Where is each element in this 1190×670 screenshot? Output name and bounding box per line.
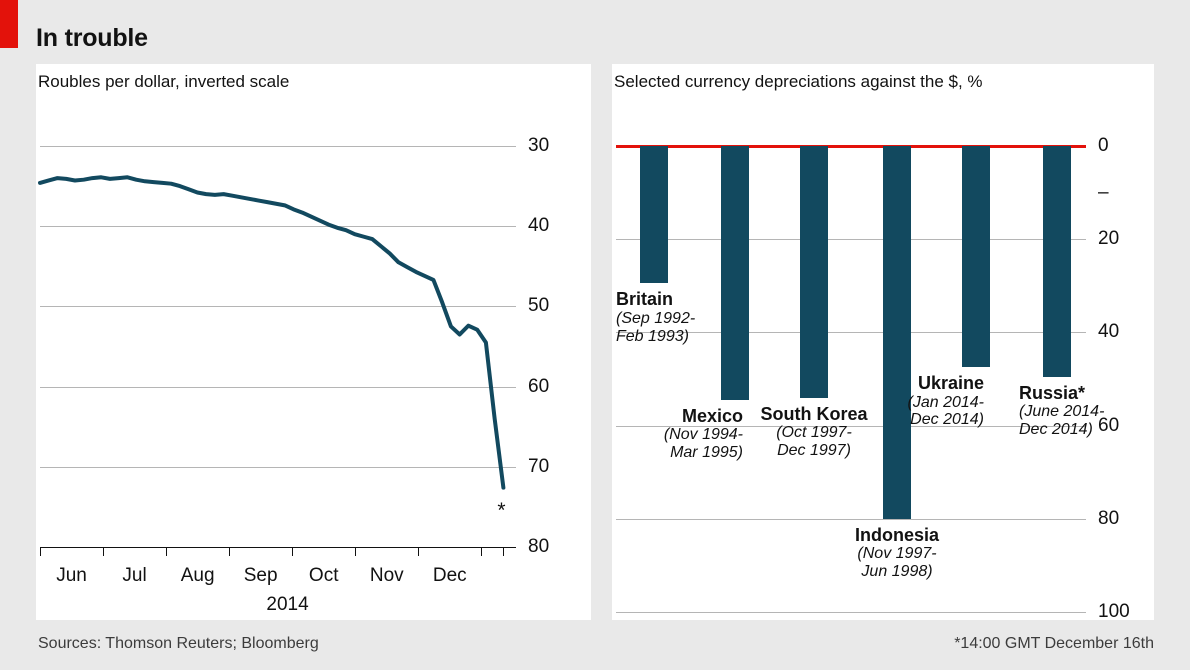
y-axis-tick-label: 80 <box>528 536 550 557</box>
bar-label-britain: Britain (Sep 1992- Feb 1993) <box>616 289 695 345</box>
bar-label-south-korea: South Korea (Oct 1997- Dec 1997) <box>760 404 867 460</box>
page-title: In trouble <box>36 24 148 52</box>
y-axis-tick-label: 30 <box>528 135 550 156</box>
bar-label-period: Dec 2014) <box>910 411 984 429</box>
x-axis-tick <box>166 547 168 556</box>
bar-russia <box>1043 146 1071 377</box>
x-axis-tick-end <box>503 547 505 556</box>
gridline <box>40 466 516 468</box>
gridline <box>40 306 516 308</box>
bar-mexico <box>721 146 749 400</box>
x-axis-tick-label-nov: Nov <box>369 565 404 586</box>
y-axis-tick-label: 40 <box>528 215 550 237</box>
y-axis-tick-label: 100 <box>1098 601 1130 622</box>
y-axis-tick-label: 70 <box>528 455 550 477</box>
bar-label-russia: Russia* (June 2014- Dec 2014) <box>1019 383 1104 439</box>
y-axis-tick-label: 80 <box>1098 507 1120 529</box>
x-axis-tick-label-oct: Oct <box>308 565 339 586</box>
bar-britain <box>640 146 668 284</box>
zero-line <box>616 145 1086 148</box>
x-axis-tick <box>40 547 41 556</box>
bar-label-ukraine: Ukraine (Jan 2014- Dec 2014) <box>908 373 985 429</box>
bar-label-name: Ukraine <box>917 373 984 394</box>
bar-label-period: Dec 1997) <box>777 441 851 459</box>
bar-indonesia <box>883 146 911 519</box>
gridline <box>616 332 1086 334</box>
y-axis-tick-label: 40 <box>1098 321 1120 343</box>
x-axis-tick-label-jul: Jul <box>122 565 147 586</box>
bar-label-mexico: Mexico (Nov 1994- Mar 1995) <box>664 406 743 462</box>
bar-label-indonesia: Indonesia (Nov 1997- Jun 1998) <box>855 525 939 581</box>
gridline <box>40 386 516 388</box>
bar-label-period: Dec 2014) <box>1019 420 1093 438</box>
gridline <box>616 612 1086 613</box>
right-chart-subtitle: Selected currency depreciations against … <box>614 72 983 91</box>
economist-red-tab <box>0 0 18 48</box>
y-axis-tick-label: 60 <box>1098 414 1120 436</box>
gridline <box>616 518 1086 520</box>
bar-label-period: Mar 1995) <box>670 444 743 462</box>
bar-label-period: Jun 1998) <box>861 562 933 580</box>
gridline <box>40 226 516 228</box>
y-axis-tick-label: 20 <box>1098 228 1120 250</box>
bar-label-name: Britain <box>616 289 674 310</box>
sources-note: Sources: Thomson Reuters; Bloomberg <box>38 635 319 652</box>
gridline <box>40 146 516 147</box>
x-axis-tick-label-sep: Sep <box>243 565 278 586</box>
bar-label-period: (Oct 1997- <box>776 423 852 441</box>
x-axis-tick-label-jun: Jun <box>56 565 87 586</box>
bar-label-period: (Sep 1992- <box>616 309 696 327</box>
x-axis-tick <box>103 547 105 556</box>
bar-ukraine <box>962 146 990 368</box>
gridline <box>616 239 1086 241</box>
x-axis-tick-label-aug: Aug <box>180 565 215 586</box>
y-axis-tick-label: – <box>1098 181 1109 203</box>
x-axis-tick <box>418 547 420 556</box>
bar-south-korea <box>800 146 828 398</box>
bar-label-period: Feb 1993) <box>616 327 689 345</box>
bar-label-period: (June 2014- <box>1019 402 1105 420</box>
bar-label-name: Russia* <box>1019 382 1086 403</box>
bar-label-name: Mexico <box>681 405 743 426</box>
bar-label-name: South Korea <box>760 403 868 424</box>
x-axis-tick <box>229 547 231 556</box>
left-chart-subtitle: Roubles per dollar, inverted scale <box>38 72 290 91</box>
x-axis-tick-label-dec: Dec <box>432 565 467 586</box>
timestamp-note: *14:00 GMT December 16th <box>954 635 1154 652</box>
left-chart-panel <box>36 64 591 620</box>
y-axis-tick-label: 0 <box>1098 135 1109 156</box>
y-axis-tick-label: 60 <box>528 375 550 397</box>
x-axis-tick <box>481 547 483 556</box>
gridline <box>616 425 1086 427</box>
line-end-asterisk: * <box>497 498 506 522</box>
bar-label-name: Indonesia <box>854 524 940 545</box>
y-axis-tick-label: 50 <box>528 295 550 317</box>
bar-label-period: (Jan 2014- <box>907 393 985 411</box>
x-axis-tick <box>292 547 294 556</box>
bar-label-period: (Nov 1994- <box>663 426 743 444</box>
x-axis-tick <box>355 547 357 556</box>
bar-label-period: (Nov 1997- <box>857 544 937 562</box>
x-axis-line <box>40 547 516 548</box>
x-axis-year-label: 2014 <box>266 594 309 615</box>
